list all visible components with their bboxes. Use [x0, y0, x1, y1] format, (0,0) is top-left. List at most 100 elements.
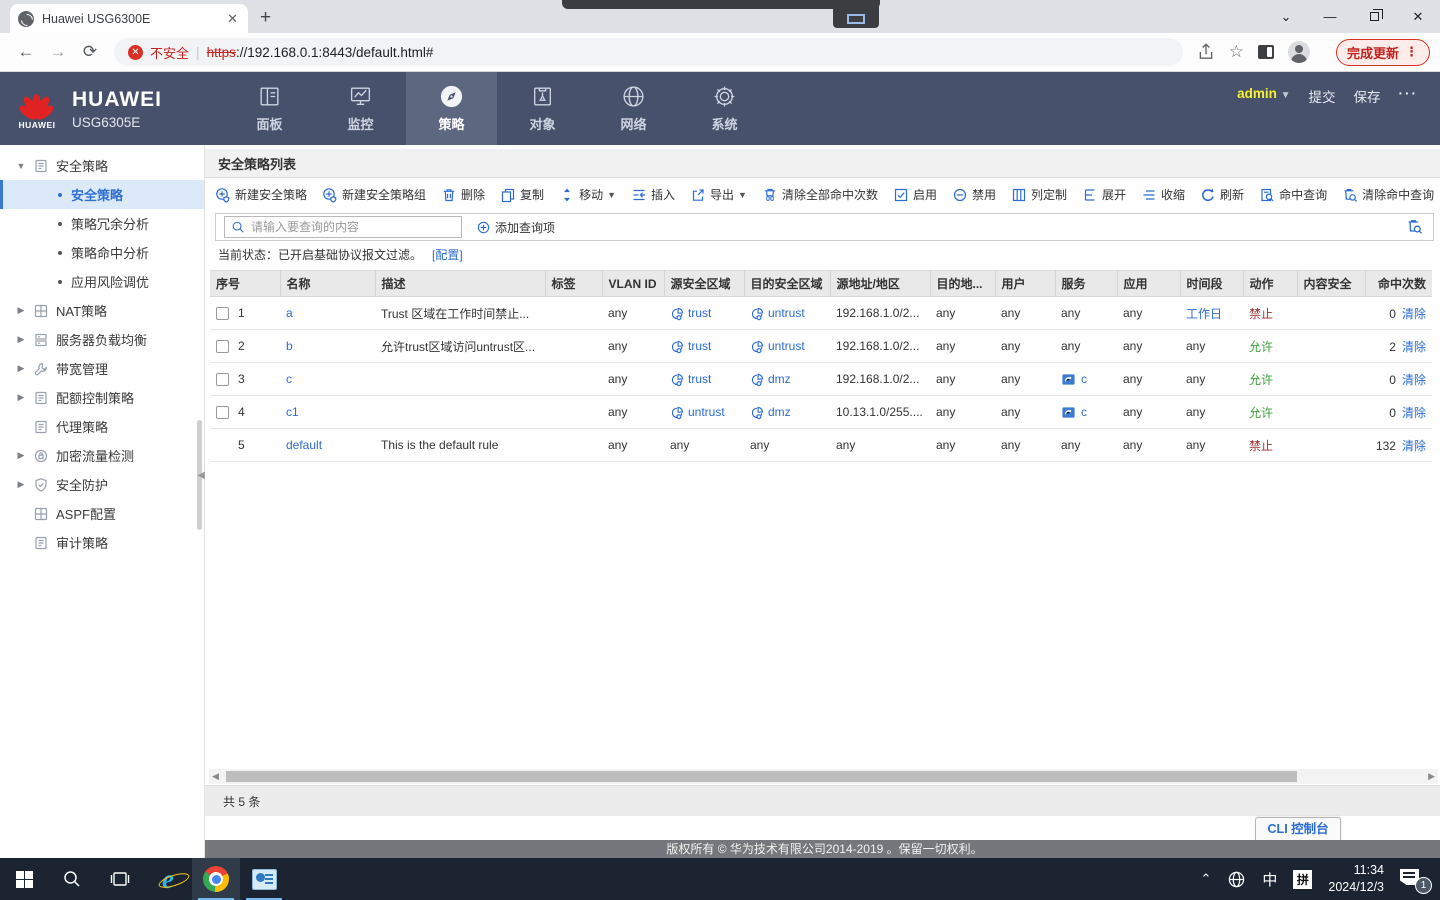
nav-monitor[interactable]: 监控 [315, 72, 406, 145]
browser-menu-icon[interactable]: ⋮ [1405, 44, 1419, 59]
enable-button[interactable]: 启用 [893, 186, 937, 203]
nav-system[interactable]: 系统 [679, 72, 770, 145]
save-button[interactable]: 保存 [1353, 90, 1381, 105]
col-content-sec[interactable]: 内容安全 [1297, 270, 1366, 297]
disable-button[interactable]: 禁用 [952, 186, 996, 203]
col-dst-addr[interactable]: 目的地... [930, 270, 996, 297]
clear-hits-link[interactable]: 清除 [1401, 306, 1426, 321]
notification-center-button[interactable]: 1 [1400, 868, 1432, 894]
tree-expand-icon[interactable]: ▶ [17, 305, 25, 315]
profile-avatar[interactable] [1287, 41, 1310, 63]
scroll-left-icon[interactable]: ◀ [212, 771, 219, 781]
start-button[interactable] [0, 858, 48, 900]
clear-hit-query-button[interactable]: 清除命中查询 [1342, 186, 1434, 203]
browser-tab[interactable]: Huawei USG6300E ✕ [10, 4, 248, 33]
ime-mode-indicator[interactable]: 拼 [1293, 869, 1313, 889]
sidebar-item-policy-redundancy[interactable]: 策略冗余分析 [0, 209, 204, 238]
col-src-addr[interactable]: 源地址/地区 [830, 270, 931, 297]
tree-expand-icon[interactable]: ▶ [17, 334, 25, 344]
sidebar-item-app-risk-tuning[interactable]: 应用风险调优 [0, 267, 204, 296]
col-time[interactable]: 时间段 [1180, 270, 1244, 297]
sidebar-item-security-protection[interactable]: ▶ 安全防护 [0, 470, 204, 499]
expand-button[interactable]: 展开 [1082, 186, 1126, 203]
task-view-button[interactable] [96, 858, 144, 900]
row-checkbox[interactable] [216, 306, 229, 320]
reload-button[interactable]: ⟳ [82, 42, 98, 61]
nav-policy[interactable]: 策略 [406, 72, 497, 145]
policy-name-link[interactable]: default [286, 438, 323, 452]
url-bar[interactable]: ✕ 不安全 | https://192.168.0.1:8443/default… [114, 38, 1183, 66]
new-tab-button[interactable]: + [260, 7, 272, 28]
table-row[interactable]: 3 c any trust dmz 192.168.1.0/2... any a… [210, 362, 1432, 396]
tray-expand-icon[interactable]: ⌃ [1200, 871, 1212, 886]
add-query-button[interactable]: 添加查询项 [476, 219, 555, 236]
sidebar-collapse-icon[interactable]: ◀ [197, 470, 205, 481]
col-app[interactable]: 应用 [1117, 270, 1181, 297]
clear-hits-link[interactable]: 清除 [1401, 405, 1426, 420]
row-checkbox[interactable] [216, 372, 229, 386]
col-service[interactable]: 服务 [1055, 270, 1118, 297]
copy-button[interactable]: 复制 [500, 186, 544, 203]
tree-expand-icon[interactable]: ▶ [17, 392, 25, 402]
sidebar-item-server-load-balance[interactable]: ▶ 服务器负载均衡 [0, 325, 204, 354]
chrome-taskbar-button[interactable] [192, 858, 240, 900]
window-chevron-icon[interactable]: ⌄ [1280, 8, 1292, 24]
sidebar-item-proxy-policy[interactable]: 代理策略 [0, 412, 204, 441]
sidebar-item-encrypted-traffic[interactable]: ▶ 加密流量检测 [0, 441, 204, 470]
policy-name-link[interactable]: c1 [286, 405, 299, 419]
back-button[interactable]: ← [17, 42, 35, 61]
collapse-button[interactable]: 收缩 [1141, 186, 1185, 203]
tree-collapse-icon[interactable]: ▼ [16, 160, 26, 171]
screen-recorder-overlay-button[interactable] [833, 0, 879, 28]
internet-explorer-button[interactable]: e [144, 858, 192, 900]
sidebar-item-security-policy[interactable]: 安全策略 [0, 180, 204, 209]
horizontal-scrollbar[interactable]: ◀ ▶ [209, 769, 1439, 784]
sidebar-item-nat-policy[interactable]: ▶ NAT策略 [0, 296, 204, 325]
clear-query-icon[interactable] [1406, 218, 1423, 238]
sidebar-item-aspf-config[interactable]: ASPF配置 [0, 499, 204, 528]
col-user[interactable]: 用户 [995, 270, 1056, 297]
new-policy-group-button[interactable]: 新建安全策略组 [322, 186, 426, 203]
nav-object[interactable]: 对象 [497, 72, 588, 145]
clear-hits-link[interactable]: 清除 [1401, 438, 1426, 453]
insecure-badge-icon[interactable]: ✕ [128, 44, 143, 60]
forward-button[interactable]: → [49, 42, 67, 61]
export-button[interactable]: 导出 ▼ [690, 186, 747, 203]
sidebar-item-quota-control[interactable]: ▶ 配额控制策略 [0, 383, 204, 412]
search-input[interactable] [251, 220, 455, 234]
taskbar-search-button[interactable] [48, 858, 96, 900]
table-row[interactable]: 4 c1 any untrust dmz 10.13.1.0/255.... a… [210, 395, 1432, 429]
col-seq[interactable]: 序号 [210, 270, 281, 297]
sidebar-scrollbar[interactable] [197, 420, 202, 530]
scroll-right-icon[interactable]: ▶ [1428, 771, 1436, 781]
tree-expand-icon[interactable]: ▶ [17, 479, 25, 489]
hit-query-button[interactable]: 命中查询 [1259, 186, 1327, 203]
tab-close-icon[interactable]: ✕ [227, 10, 238, 26]
row-checkbox[interactable] [216, 339, 229, 353]
clear-hits-link[interactable]: 清除 [1401, 372, 1426, 387]
ime-language-indicator[interactable]: 中 [1262, 871, 1278, 889]
table-row[interactable]: 2 b 允许trust区域访问untrust区... any trust unt… [210, 329, 1432, 363]
row-checkbox[interactable] [216, 405, 229, 419]
cli-console-button[interactable]: CLI 控制台 [1255, 817, 1342, 840]
share-icon[interactable] [1197, 43, 1215, 61]
policy-name-link[interactable]: c [286, 372, 292, 386]
bookmark-star-icon[interactable]: ☆ [1228, 42, 1244, 61]
sidebar-item-audit-policy[interactable]: 审计策略 [0, 528, 204, 557]
configure-link[interactable]: [配置] [432, 247, 463, 262]
col-vlan[interactable]: VLAN ID [602, 270, 665, 297]
user-menu[interactable]: admin ▼ [1237, 86, 1290, 101]
insert-button[interactable]: 插入 [631, 186, 675, 203]
sidebar-item-bandwidth-mgmt[interactable]: ▶ 带宽管理 [0, 354, 204, 383]
nav-dashboard[interactable]: 面板 [224, 72, 315, 145]
col-hits[interactable]: 命中次数 [1365, 270, 1432, 297]
search-field[interactable] [224, 216, 462, 238]
clear-hits-link[interactable]: 清除 [1401, 339, 1426, 354]
sidebar-group-security-policy[interactable]: ▼ 安全策略 [0, 151, 204, 180]
col-desc[interactable]: 描述 [375, 270, 546, 297]
policy-name-link[interactable]: b [286, 339, 293, 353]
window-minimize-button[interactable]: — [1323, 9, 1337, 24]
tree-expand-icon[interactable]: ▶ [17, 363, 25, 373]
update-chrome-button[interactable]: 完成更新 ⋮ [1335, 38, 1430, 66]
col-dst-zone[interactable]: 目的安全区域 [744, 270, 831, 297]
